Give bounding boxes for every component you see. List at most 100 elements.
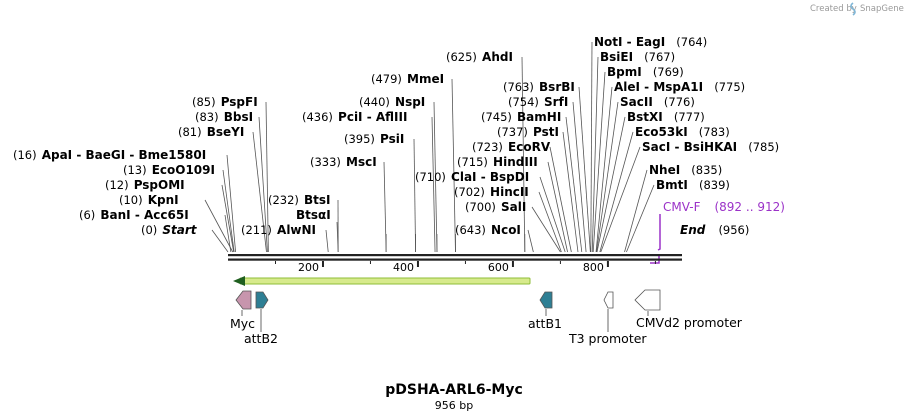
site-leader-line bbox=[626, 184, 655, 253]
site-leader-line bbox=[413, 138, 416, 253]
feature-label-attb2: attB2 bbox=[244, 331, 278, 346]
site-label-clai-bspdi: (710) ClaI - BspDI bbox=[415, 166, 529, 185]
ruler-tick-label: 200 bbox=[298, 261, 319, 274]
site-label-ahdi: (625) AhdI bbox=[446, 46, 513, 65]
primer-arrow-icon bbox=[650, 256, 660, 264]
site-leader-line bbox=[599, 131, 634, 253]
site-label-ecoo109i: (13) EcoO109I bbox=[123, 159, 215, 178]
site-label-btsai: BtsαI bbox=[296, 208, 331, 222]
site-leader-line bbox=[265, 101, 269, 253]
feature-myc: Myc bbox=[230, 290, 255, 331]
site-leader-line bbox=[600, 146, 641, 253]
site-leader-line bbox=[538, 191, 562, 253]
bp-ruler: 200 400 600 800 bbox=[274, 261, 656, 274]
site-label-psti: (737) PstI bbox=[497, 121, 559, 140]
site-label-kpni: (10) KpnI bbox=[119, 189, 179, 208]
sequence-backbone bbox=[228, 254, 682, 261]
site-leader-line bbox=[451, 78, 456, 253]
site-leader-line bbox=[325, 229, 329, 253]
site-label-apai-baegi-bme1580i: (16) ApaI - BaeGI - Bme1580I bbox=[13, 144, 206, 163]
site-label-btsi: (232) BtsI bbox=[268, 189, 331, 208]
site-label-ncoi: (643) NcoI bbox=[455, 219, 521, 238]
site-label-srfi: (754) SrfI bbox=[508, 91, 568, 110]
site-label-end: End (956) bbox=[680, 219, 749, 238]
site-label-msci: (333) MscI bbox=[310, 151, 377, 170]
t3-promoter-icon bbox=[603, 291, 614, 309]
attb2-site-icon bbox=[255, 291, 269, 309]
site-label-sali: (700) SalI bbox=[465, 196, 526, 215]
site-label-bbsi: (83) BbsI bbox=[195, 106, 253, 125]
myc-tag-icon bbox=[235, 290, 252, 310]
site-leader-line bbox=[547, 161, 568, 253]
site-leader-line bbox=[596, 116, 626, 253]
site-label-pspomi: (12) PspOMI bbox=[105, 174, 185, 193]
ruler-tick-label: 600 bbox=[488, 261, 509, 274]
site-leader-line bbox=[204, 199, 234, 253]
feature-attb1: attB1 bbox=[528, 291, 562, 331]
snapgene-credit: Created by SnapGene bbox=[810, 2, 904, 16]
site-label-mmei: (479) MmeI bbox=[371, 68, 444, 87]
restriction-site-labels: (0) Start (6) BanI - Acc65I (10) KpnI (1… bbox=[13, 31, 779, 238]
site-leader-line bbox=[562, 131, 579, 253]
feature-label-cmvd2-promoter: CMVd2 promoter bbox=[636, 315, 743, 330]
site-leader-lines bbox=[204, 41, 655, 253]
site-label-bseyi: (81) BseYI bbox=[178, 121, 244, 140]
site-label-nhei: NheI (835) bbox=[649, 159, 722, 178]
site-leader-line bbox=[521, 56, 526, 253]
site-label-eco53ki: Eco53kI (783) bbox=[635, 121, 730, 140]
site-label-noti-eagi: NotI - EagI (764) bbox=[594, 31, 707, 50]
credit-prefix: Created by bbox=[810, 4, 857, 14]
feature-t3-promoter: T3 promoter bbox=[568, 291, 647, 346]
site-label-bmti: BmtI (839) bbox=[656, 174, 730, 193]
orf-arrow bbox=[233, 276, 531, 286]
site-label-psii: (395) PsiI bbox=[344, 128, 404, 147]
site-leader-line bbox=[539, 176, 566, 253]
ruler-tick-label: 800 bbox=[583, 261, 604, 274]
site-label-bamhi: (745) BamHI bbox=[481, 106, 561, 125]
site-leader-line bbox=[221, 184, 235, 253]
site-label-nspi: (440) NspI bbox=[359, 91, 425, 110]
site-leader-line bbox=[226, 154, 236, 253]
site-label-bsrbi: (763) BsrBI bbox=[503, 76, 575, 95]
site-label-alei-mspa1i: AleI - MspA1I (775) bbox=[614, 76, 745, 95]
credit-brand: SnapGene bbox=[860, 4, 904, 14]
primer-label: CMV-F (892 .. 912) bbox=[663, 200, 785, 214]
site-label-pspfi: (85) PspFI bbox=[192, 91, 258, 110]
cmvd2-promoter-icon bbox=[634, 289, 661, 311]
site-label-sacii: SacII (776) bbox=[620, 91, 695, 110]
site-leader-line bbox=[591, 56, 599, 253]
site-leader-line bbox=[592, 71, 606, 253]
site-leader-line bbox=[578, 86, 591, 253]
feature-attb2: attB2 bbox=[244, 291, 278, 346]
map-title: pDSHA-ARL6-Myc bbox=[385, 382, 523, 398]
site-leader-line bbox=[565, 116, 583, 253]
site-label-bsiei: BsiEI (767) bbox=[600, 46, 675, 65]
site-label-start: (0) Start bbox=[141, 219, 198, 238]
feature-label-myc: Myc bbox=[230, 316, 255, 331]
snapgene-logo-icon bbox=[850, 2, 856, 16]
feature-label-t3-promoter: T3 promoter bbox=[568, 331, 647, 346]
site-label-hincii: (702) HincII bbox=[454, 181, 529, 200]
site-leader-line bbox=[595, 86, 613, 253]
site-leader-line bbox=[433, 101, 438, 253]
orf-arrowhead-icon bbox=[233, 276, 245, 286]
site-leader-line bbox=[211, 229, 229, 253]
primer-cmv-f: CMV-F (892 .. 912) bbox=[650, 200, 785, 264]
site-label-alwni: (211) AlwNI bbox=[241, 219, 316, 238]
feature-label-attb1: attB1 bbox=[528, 316, 562, 331]
site-label-bpmi: BpmI (769) bbox=[607, 61, 684, 80]
site-label-bstxi: BstXI (777) bbox=[627, 106, 705, 125]
site-leader-line bbox=[590, 41, 593, 253]
feature-cmvd2-promoter: CMVd2 promoter bbox=[634, 289, 743, 330]
site-leader-line bbox=[431, 116, 436, 253]
site-label-saci-bsihkai: SacI - BsiHKAI (785) bbox=[642, 136, 779, 155]
site-label-bani-acc65i: (6) BanI - Acc65I bbox=[79, 204, 189, 223]
site-label-ecorv: (723) EcoRV bbox=[472, 136, 551, 155]
site-leader-line bbox=[527, 229, 534, 253]
ruler-tick-label: 400 bbox=[393, 261, 414, 274]
site-leader-line bbox=[531, 206, 561, 253]
attb1-site-icon bbox=[539, 291, 553, 309]
site-label-pcii-afliii: (436) PciI - AflIII bbox=[302, 106, 407, 125]
site-leader-line bbox=[252, 131, 267, 253]
map-subtitle: 956 bp bbox=[435, 399, 473, 412]
